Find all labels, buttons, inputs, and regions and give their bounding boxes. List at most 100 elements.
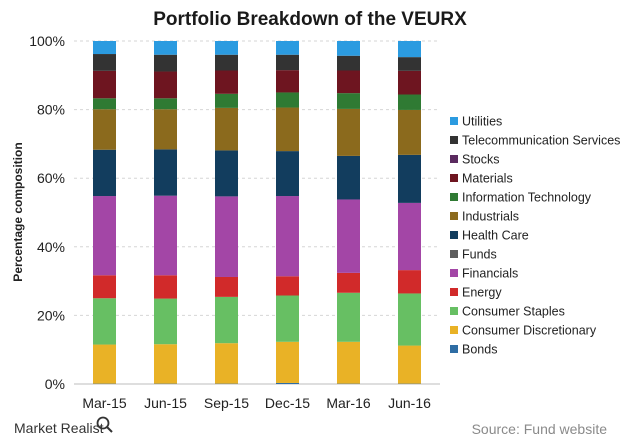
legend-swatch bbox=[450, 193, 458, 201]
bar-segment bbox=[398, 109, 421, 155]
y-tick-label: 60% bbox=[37, 170, 65, 186]
bar-segment bbox=[337, 41, 360, 56]
bar-segment bbox=[215, 343, 238, 384]
x-tick-label: Dec-15 bbox=[265, 395, 310, 411]
legend-label: Health Care bbox=[462, 229, 529, 243]
bar-segment bbox=[276, 70, 299, 93]
legend: Utilities Telecommunication Services Stock… bbox=[450, 115, 620, 357]
y-tick-label: 0% bbox=[45, 376, 65, 392]
bar-segment bbox=[215, 70, 238, 94]
bar-segment bbox=[337, 199, 360, 273]
bar-segment bbox=[398, 57, 421, 71]
bar-segment bbox=[154, 71, 177, 99]
bar-segment bbox=[337, 93, 360, 109]
bar-segment bbox=[215, 54, 238, 71]
bar-segment bbox=[398, 41, 421, 58]
legend-swatch bbox=[450, 326, 458, 334]
bar-segment bbox=[154, 195, 177, 276]
bar-segment bbox=[337, 341, 360, 384]
bar-segment bbox=[276, 92, 299, 108]
source-note: Source: Fund website bbox=[472, 421, 608, 437]
bar-segment bbox=[215, 196, 238, 277]
bar-segment bbox=[154, 344, 177, 384]
bar-segment bbox=[93, 109, 116, 150]
x-tick-label: Sep-15 bbox=[204, 395, 249, 411]
bar-segment bbox=[276, 382, 299, 384]
bar-segment bbox=[215, 276, 238, 297]
bar-segment bbox=[93, 196, 116, 276]
legend-swatch bbox=[450, 212, 458, 220]
chart-title: Portfolio Breakdown of the VEURX bbox=[153, 9, 467, 30]
bar-segment bbox=[276, 151, 299, 197]
legend-swatch bbox=[450, 269, 458, 277]
legend-swatch bbox=[450, 307, 458, 315]
bar-segment bbox=[93, 275, 116, 299]
bar-segment bbox=[337, 70, 360, 94]
legend-label: Utilities bbox=[462, 115, 502, 129]
legend-label: Telecommunication Services bbox=[462, 134, 620, 148]
bars bbox=[93, 41, 421, 384]
legend-swatch bbox=[450, 155, 458, 163]
x-tick-label: Mar-15 bbox=[82, 395, 127, 411]
bar-segment bbox=[93, 41, 116, 55]
legend-swatch bbox=[450, 136, 458, 144]
gridlines bbox=[74, 40, 440, 385]
legend-label: Stocks bbox=[462, 153, 500, 167]
bar-segment bbox=[215, 93, 238, 108]
legend-swatch bbox=[450, 345, 458, 353]
y-axis-ticks: 0% 20% 40% 60% 80% 100% bbox=[29, 33, 65, 392]
bar-segment bbox=[398, 270, 421, 294]
bar-segment bbox=[93, 298, 116, 345]
bar-segment bbox=[276, 295, 299, 342]
brand-logo: Market Realist bbox=[14, 416, 113, 436]
y-tick-label: 100% bbox=[29, 33, 65, 49]
y-tick-label: 40% bbox=[37, 239, 65, 255]
bar-segment bbox=[398, 202, 421, 271]
bar-segment bbox=[276, 41, 299, 55]
legend-label: Materials bbox=[462, 172, 513, 186]
bar-segment bbox=[215, 296, 238, 344]
bar-segment bbox=[398, 293, 421, 346]
brand-name: Market Realist bbox=[14, 420, 104, 436]
legend-swatch bbox=[450, 174, 458, 182]
bar-segment bbox=[215, 41, 238, 55]
bar-segment bbox=[276, 54, 299, 71]
bar-segment bbox=[276, 276, 299, 296]
legend-label: Consumer Staples bbox=[462, 305, 565, 319]
bar-segment bbox=[93, 54, 116, 71]
bar-segment bbox=[337, 155, 360, 200]
bar-segment bbox=[93, 344, 116, 384]
bar-segment bbox=[93, 149, 116, 197]
y-tick-label: 80% bbox=[37, 102, 65, 118]
bar-segment bbox=[154, 109, 177, 150]
bar-segment bbox=[154, 41, 177, 55]
legend-label: Industrials bbox=[462, 210, 519, 224]
x-tick-label: Jun-16 bbox=[388, 395, 431, 411]
legend-label: Financials bbox=[462, 267, 518, 281]
legend-label: Energy bbox=[462, 286, 502, 300]
bar-segment bbox=[93, 98, 116, 110]
legend-label: Funds bbox=[462, 248, 497, 262]
bar-segment bbox=[337, 292, 360, 342]
bar-segment bbox=[93, 70, 116, 99]
legend-label: Consumer Discretionary bbox=[462, 324, 597, 338]
bar-segment bbox=[398, 94, 421, 110]
bar-segment bbox=[215, 150, 238, 197]
legend-swatch bbox=[450, 250, 458, 258]
bar-segment bbox=[398, 345, 421, 384]
bar-segment bbox=[337, 55, 360, 71]
x-axis-ticks: Mar-15 Jun-15 Sep-15 Dec-15 Mar-16 Jun-16 bbox=[82, 395, 431, 411]
legend-swatch bbox=[450, 117, 458, 125]
x-tick-label: Mar-16 bbox=[326, 395, 371, 411]
bar-segment bbox=[337, 108, 360, 156]
bar-segment bbox=[398, 70, 421, 95]
bar-segment bbox=[154, 54, 177, 72]
x-tick-label: Jun-15 bbox=[144, 395, 187, 411]
y-tick-label: 20% bbox=[37, 307, 65, 323]
bar-segment bbox=[154, 298, 177, 345]
bar-segment bbox=[276, 196, 299, 277]
bar-segment bbox=[398, 154, 421, 203]
bar-segment bbox=[154, 98, 177, 110]
bar-segment bbox=[215, 107, 238, 151]
